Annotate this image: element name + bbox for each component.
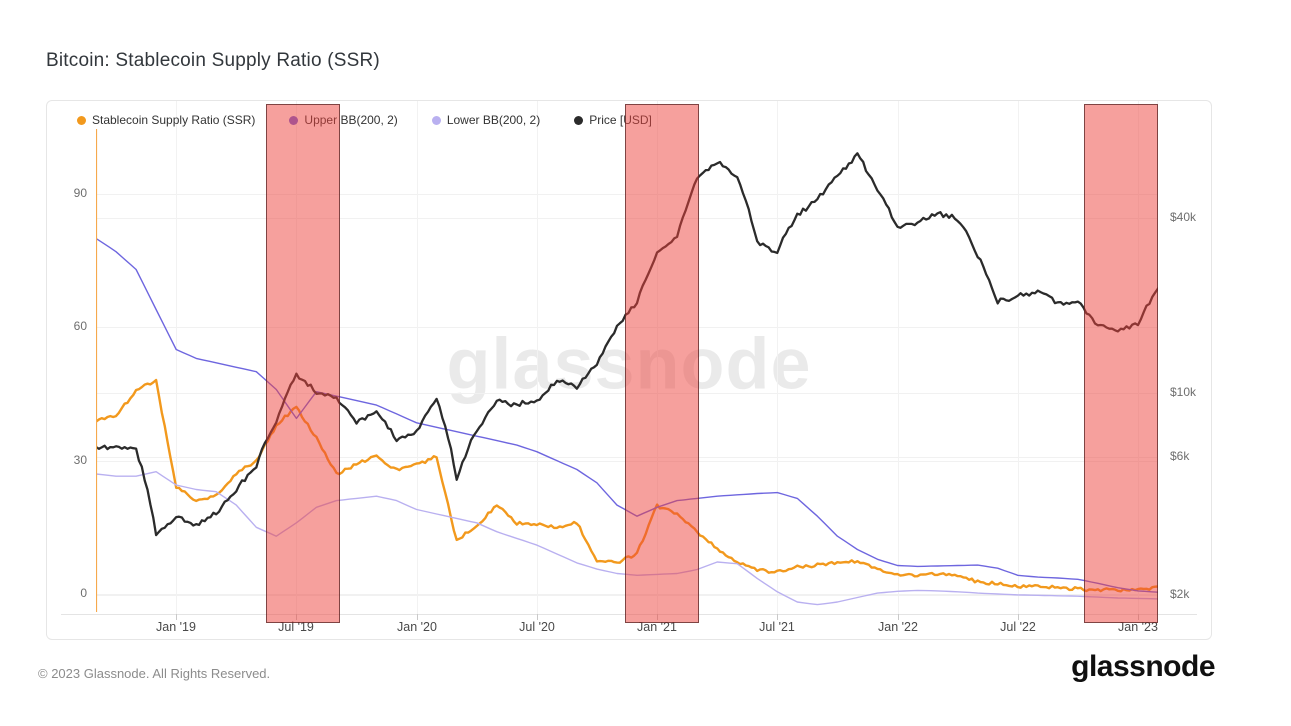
x-tick-label: Jul '19 (278, 620, 314, 634)
right-axis-tick-label: $40k (1170, 210, 1197, 224)
lower-bb-series-dot-icon (431, 115, 441, 125)
chart-legend: Stablecoin Supply Ratio (SSR) Upper BB(2… (77, 113, 652, 127)
legend-label: Stablecoin Supply Ratio (SSR) (92, 113, 256, 127)
left-axis-tick-label: 0 (80, 586, 87, 600)
legend-label: Lower BB(200, 2) (446, 113, 541, 127)
right-axis-tick-label: $6k (1170, 449, 1190, 463)
x-tick-label: Jul '22 (1000, 620, 1036, 634)
x-tick-label: Jan '21 (637, 620, 677, 634)
glassnode-logo: glassnode (1071, 650, 1215, 683)
x-tick-label: Jul '21 (759, 620, 795, 634)
legend-item-lower-bb[interactable]: Lower BB(200, 2) (431, 113, 541, 127)
ssr-series-dot-icon (77, 115, 86, 125)
upper-bb-series-dot-icon (289, 115, 299, 125)
left-axis-tick-label: 60 (73, 319, 87, 333)
plot-area[interactable] (96, 101, 1158, 623)
left-axis-tick-label: 30 (73, 453, 87, 467)
legend-label: Price [USD] (589, 113, 652, 127)
right-axis-tick-label: $2k (1170, 587, 1190, 601)
right-axis-tick-label: $10k (1170, 385, 1197, 399)
x-tick-label: Jan '23 (1118, 620, 1158, 634)
x-tick-label: Jan '20 (397, 620, 437, 634)
legend-label: Upper BB(200, 2) (304, 113, 398, 127)
legend-item-price[interactable]: Price [USD] (574, 113, 652, 127)
left-axis-tick-label: 90 (73, 186, 87, 200)
copyright-text: © 2023 Glassnode. All Rights Reserved. (38, 666, 271, 681)
x-tick-label: Jan '19 (156, 620, 196, 634)
chart-card: Stablecoin Supply Ratio (SSR) Upper BB(2… (46, 100, 1212, 640)
price-series-dot-icon (574, 115, 584, 125)
series-lines (96, 129, 1158, 612)
x-tick-label: Jul '20 (519, 620, 555, 634)
x-tick-label: Jan '22 (878, 620, 918, 634)
legend-item-ssr[interactable]: Stablecoin Supply Ratio (SSR) (77, 113, 255, 127)
page-title: Bitcoin: Stablecoin Supply Ratio (SSR) (46, 50, 380, 71)
legend-item-upper-bb[interactable]: Upper BB(200, 2) (289, 113, 398, 127)
